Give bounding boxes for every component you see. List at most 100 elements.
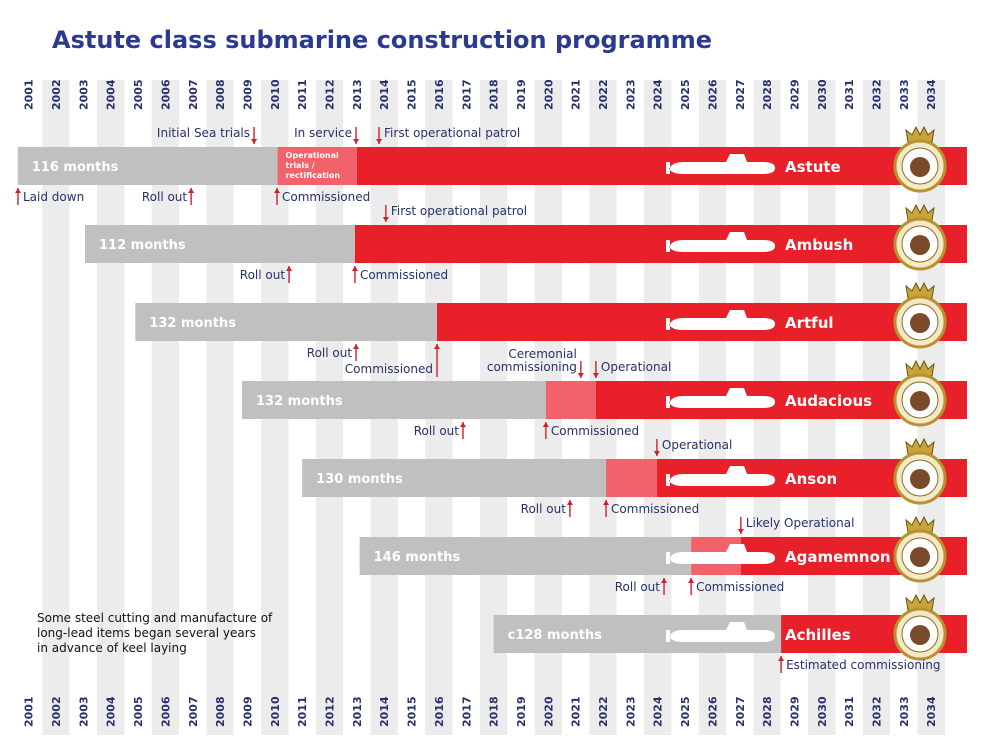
annotation-label: commissioning	[487, 360, 577, 374]
build-bar	[85, 225, 355, 263]
annotation-label: Commissioned	[696, 580, 784, 594]
year-label: 2014	[378, 79, 391, 110]
year-label: 2034	[925, 79, 938, 110]
annotation-label: Commissioned	[345, 362, 433, 376]
year-label: 2001	[23, 79, 36, 110]
crest-crown	[905, 515, 935, 533]
year-label: 2019	[515, 696, 528, 727]
year-column	[179, 80, 207, 735]
build-bar	[359, 537, 692, 575]
year-label: 2024	[652, 79, 665, 110]
service-bar	[356, 147, 967, 185]
arrow-head	[353, 344, 360, 349]
annotation-label: Commissioned	[282, 190, 370, 204]
annotation-label: Roll out	[414, 424, 460, 438]
year-label: 2008	[214, 79, 227, 110]
year-label: 2013	[351, 79, 364, 110]
arrow-head	[15, 188, 22, 193]
annotation-label: Ceremonial	[508, 347, 576, 361]
arrow-head	[592, 373, 599, 378]
year-label: 2027	[734, 79, 747, 110]
year-label: 2024	[652, 696, 665, 727]
boat-name: Anson	[785, 470, 837, 488]
year-label: 2031	[843, 79, 856, 110]
arrow-head	[653, 451, 660, 456]
arrow-head	[382, 217, 389, 222]
year-label: 2002	[50, 696, 63, 727]
arrow-head	[188, 188, 195, 193]
year-label: 2022	[597, 79, 610, 110]
year-column	[124, 80, 152, 735]
arrow-head	[459, 422, 466, 427]
year-label: 2016	[433, 79, 446, 110]
arrow-head	[376, 139, 383, 144]
note-text: in advance of keel laying	[37, 641, 187, 655]
year-label: 2012	[324, 79, 337, 110]
crest-crown	[905, 359, 935, 377]
annotation-label: Commissioned	[611, 502, 699, 516]
year-column	[69, 80, 98, 735]
year-column	[15, 80, 43, 735]
year-label: 2003	[77, 696, 90, 727]
year-label: 2013	[351, 696, 364, 727]
months-label: 132 months	[149, 316, 236, 331]
build-bar	[302, 459, 607, 497]
year-label: 2028	[761, 79, 774, 110]
year-label: 2023	[624, 696, 637, 727]
year-label: 2012	[324, 696, 337, 727]
build-bar	[17, 147, 278, 185]
year-label: 2020	[542, 79, 555, 110]
year-label: 2030	[816, 79, 829, 110]
year-label: 2006	[159, 79, 172, 110]
year-label: 2021	[570, 79, 583, 110]
trials-label: rectification	[286, 171, 341, 180]
year-label: 2010	[269, 696, 282, 727]
boat-name: Audacious	[785, 392, 872, 410]
annotation-label: Laid down	[23, 190, 84, 204]
year-label: 2017	[460, 696, 473, 727]
arrow-head	[577, 373, 584, 378]
year-column	[151, 80, 180, 735]
year-label: 2007	[187, 79, 200, 110]
arrow-head	[251, 139, 258, 144]
annotation-label: First operational patrol	[384, 126, 520, 140]
annotation-label: Estimated commissioning	[786, 658, 940, 672]
year-label: 2029	[788, 696, 801, 727]
year-label: 2025	[679, 696, 692, 727]
year-label: 2025	[679, 79, 692, 110]
year-column	[42, 80, 70, 735]
year-label: 2026	[706, 79, 719, 110]
annotation-label: Likely Operational	[746, 516, 855, 530]
arrow-head	[737, 529, 744, 534]
year-label: 2003	[77, 79, 90, 110]
trials-bar	[606, 459, 657, 497]
submarine-icon	[666, 466, 775, 486]
year-label: 2022	[597, 696, 610, 727]
arrow-head	[353, 139, 360, 144]
annotation-label: Roll out	[142, 190, 188, 204]
submarine-icon	[666, 544, 775, 564]
year-label: 2004	[105, 79, 118, 110]
arrow-head	[603, 500, 610, 505]
submarine-icon	[666, 154, 775, 174]
trials-label: trials /	[286, 161, 315, 170]
build-bar	[242, 381, 546, 419]
year-label: 2009	[241, 79, 254, 110]
annotation-label: Commissioned	[551, 424, 639, 438]
year-label: 2034	[925, 696, 938, 727]
crest-crown	[905, 281, 935, 299]
annotation-label: Roll out	[615, 580, 661, 594]
year-label: 2006	[159, 696, 172, 727]
year-label: 2008	[214, 696, 227, 727]
crest-emblem	[910, 157, 930, 177]
boat-name: Achilles	[785, 626, 851, 644]
arrow-head	[274, 188, 281, 193]
year-label: 2020	[542, 696, 555, 727]
months-label: 146 months	[374, 550, 461, 565]
submarine-icon	[666, 310, 775, 330]
trials-bar	[545, 381, 596, 419]
annotation-label: Roll out	[240, 268, 286, 282]
arrow-head	[542, 422, 549, 427]
arrow-head	[688, 578, 695, 583]
